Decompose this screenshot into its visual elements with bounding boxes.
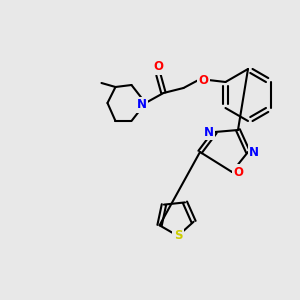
Text: O: O bbox=[154, 61, 164, 74]
Text: N: N bbox=[204, 125, 214, 139]
Text: O: O bbox=[199, 74, 208, 86]
Text: N: N bbox=[136, 98, 146, 112]
Text: N: N bbox=[249, 146, 259, 158]
Text: S: S bbox=[174, 230, 182, 242]
Text: O: O bbox=[233, 166, 243, 178]
